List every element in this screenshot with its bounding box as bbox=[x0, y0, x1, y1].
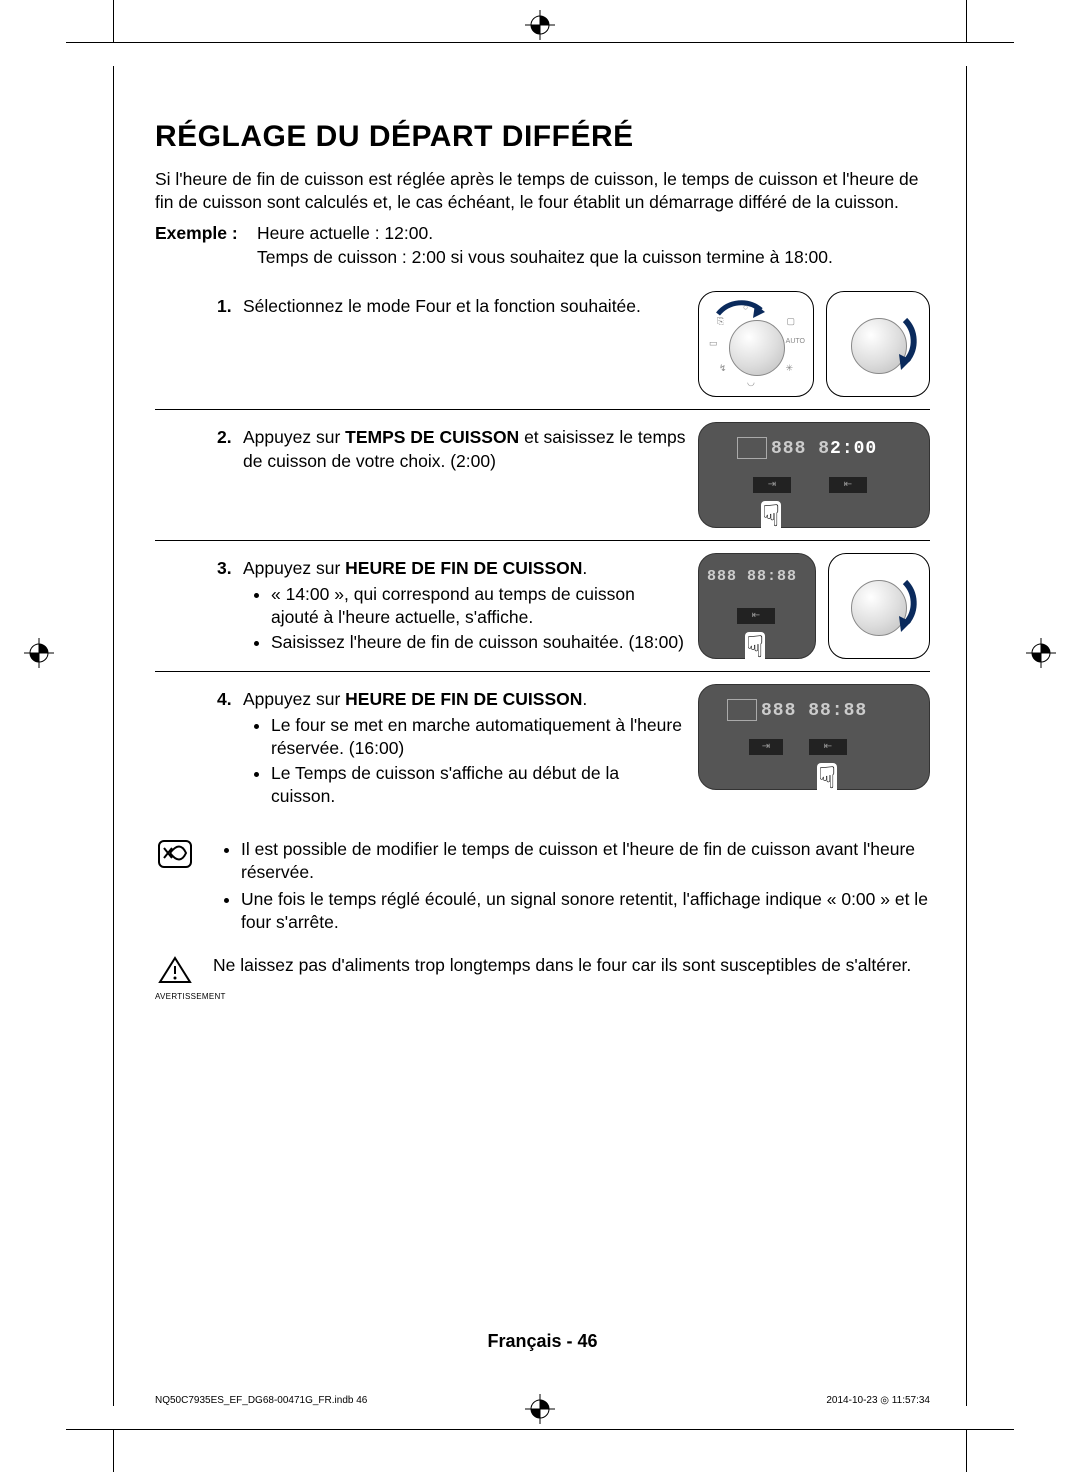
step-bullet: Le four se met en marche automatiquement… bbox=[271, 714, 686, 760]
crop-mark bbox=[66, 1429, 1014, 1430]
page-footer: Français - 46 bbox=[155, 1331, 930, 1352]
example-block: Exemple : Heure actuelle : 12:00. Temps … bbox=[155, 222, 930, 269]
step-3: 3. Appuyez sur HEURE DE FIN DE CUISSON. … bbox=[155, 541, 930, 672]
button-indicator: ⇥ bbox=[749, 739, 783, 755]
footline-left: NQ50C7935ES_EF_DG68-00471G_FR.indb 46 bbox=[155, 1395, 367, 1406]
warning-icon: AVERTISSEMENT bbox=[155, 954, 195, 1003]
mode-icons: ◡ bbox=[747, 377, 755, 388]
page-title: RÉGLAGE DU DÉPART DIFFÉRÉ bbox=[155, 120, 930, 154]
step-2: 2. Appuyez sur TEMPS DE CUISSON et saisi… bbox=[155, 410, 930, 541]
footline-right: 2014-10-23 ◎ 11:57:34 bbox=[826, 1395, 930, 1406]
step-bold: HEURE DE FIN DE CUISSON bbox=[345, 689, 582, 709]
page-content: RÉGLAGE DU DÉPART DIFFÉRÉ Si l'heure de … bbox=[155, 120, 930, 1352]
step-body: Appuyez sur HEURE DE FIN DE CUISSON. Le … bbox=[243, 688, 686, 809]
step-body: Appuyez sur TEMPS DE CUISSON et saisisse… bbox=[243, 426, 686, 472]
crop-mark bbox=[966, 66, 967, 1406]
crop-mark bbox=[113, 1430, 114, 1472]
display-panel: 888 88:88 ⇥ ⇤ ☟ bbox=[698, 684, 930, 790]
step-number: 2. bbox=[217, 426, 243, 472]
step-number: 4. bbox=[217, 688, 243, 809]
step-text: Appuyez sur bbox=[243, 558, 345, 578]
step-4: 4. Appuyez sur HEURE DE FIN DE CUISSON. … bbox=[155, 672, 930, 821]
example-line: Temps de cuisson : 2:00 si vous souhaite… bbox=[257, 246, 930, 270]
mode-selector-panel: ○ ⎘ ▢ ▭ AUTO ↯ ✳ ◡ bbox=[698, 291, 814, 397]
step-bold: TEMPS DE CUISSON bbox=[345, 427, 519, 447]
crop-mark bbox=[113, 66, 114, 1406]
function-dial-panel bbox=[826, 291, 930, 397]
mode-icons: ▢ bbox=[786, 316, 795, 327]
registration-mark-icon bbox=[24, 638, 54, 668]
button-indicator: ⇥ bbox=[753, 477, 791, 493]
step-body: Sélectionnez le mode Four et la fonction… bbox=[243, 295, 686, 318]
touch-hand-icon: ☟ bbox=[745, 632, 765, 664]
rotate-arrow-icon bbox=[849, 564, 925, 640]
step-text: Appuyez sur bbox=[243, 427, 345, 447]
step-text: Appuyez sur bbox=[243, 689, 345, 709]
note-bullet: Une fois le temps réglé écoulé, un signa… bbox=[241, 888, 930, 934]
function-dial-panel bbox=[828, 553, 930, 659]
button-indicator: ⇤ bbox=[737, 608, 775, 624]
display-box-icon bbox=[737, 437, 767, 459]
example-label: Exemple : bbox=[155, 222, 257, 269]
note-bullet: Il est possible de modifier le temps de … bbox=[241, 838, 930, 884]
print-footline: NQ50C7935ES_EF_DG68-00471G_FR.indb 46 20… bbox=[155, 1395, 930, 1406]
step-number: 1. bbox=[217, 295, 243, 318]
display-panel: 888 88:88 ⇤ ☟ bbox=[698, 553, 816, 659]
seg-dim: 888 8 bbox=[771, 439, 830, 459]
warning-block: AVERTISSEMENT Ne laissez pas d'aliments … bbox=[155, 954, 930, 1003]
mode-icons: ✳ bbox=[785, 363, 793, 374]
touch-hand-icon: ☟ bbox=[761, 501, 781, 533]
button-indicator: ⇤ bbox=[809, 739, 847, 755]
step-number: 3. bbox=[217, 557, 243, 655]
button-indicator: ⇤ bbox=[829, 477, 867, 493]
crop-mark bbox=[966, 0, 967, 42]
step-bold: HEURE DE FIN DE CUISSON bbox=[345, 558, 582, 578]
note-icon bbox=[155, 838, 195, 938]
segment-display: 888 88:88 bbox=[707, 568, 797, 585]
step-text: . bbox=[582, 689, 587, 709]
step-bullet: Saisissez l'heure de fin de cuisson souh… bbox=[271, 631, 686, 654]
rotate-arrow-icon bbox=[703, 294, 779, 370]
segment-display: 888 88:88 bbox=[761, 701, 867, 721]
mode-icons: AUTO bbox=[786, 338, 805, 345]
step-body: Appuyez sur HEURE DE FIN DE CUISSON. « 1… bbox=[243, 557, 686, 655]
display-panel: 888 82:00 ⇥ ⇤ ☟ bbox=[698, 422, 930, 528]
intro-text: Si l'heure de fin de cuisson est réglée … bbox=[155, 168, 930, 214]
crop-mark bbox=[113, 0, 114, 42]
crop-mark bbox=[66, 42, 1014, 43]
touch-hand-icon: ☟ bbox=[817, 763, 837, 795]
step-bullet: Le Temps de cuisson s'affiche au début d… bbox=[271, 762, 686, 808]
registration-mark-icon bbox=[1026, 638, 1056, 668]
registration-mark-icon bbox=[525, 10, 555, 40]
warning-text: Ne laissez pas d'aliments trop longtemps… bbox=[213, 954, 911, 1003]
crop-mark bbox=[966, 1430, 967, 1472]
example-line: Heure actuelle : 12:00. bbox=[257, 222, 930, 246]
segment-display: 888 82:00 bbox=[771, 439, 877, 459]
note-block: Il est possible de modifier le temps de … bbox=[155, 838, 930, 938]
step-bullet: « 14:00 », qui correspond au temps de cu… bbox=[271, 583, 686, 629]
warning-label: AVERTISSEMENT bbox=[155, 992, 195, 1003]
seg-lit: 2:00 bbox=[830, 439, 877, 459]
step-1: 1. Sélectionnez le mode Four et la fonct… bbox=[155, 279, 930, 410]
step-text: . bbox=[582, 558, 587, 578]
rotate-arrow-icon bbox=[849, 302, 925, 378]
display-box-icon bbox=[727, 699, 757, 721]
